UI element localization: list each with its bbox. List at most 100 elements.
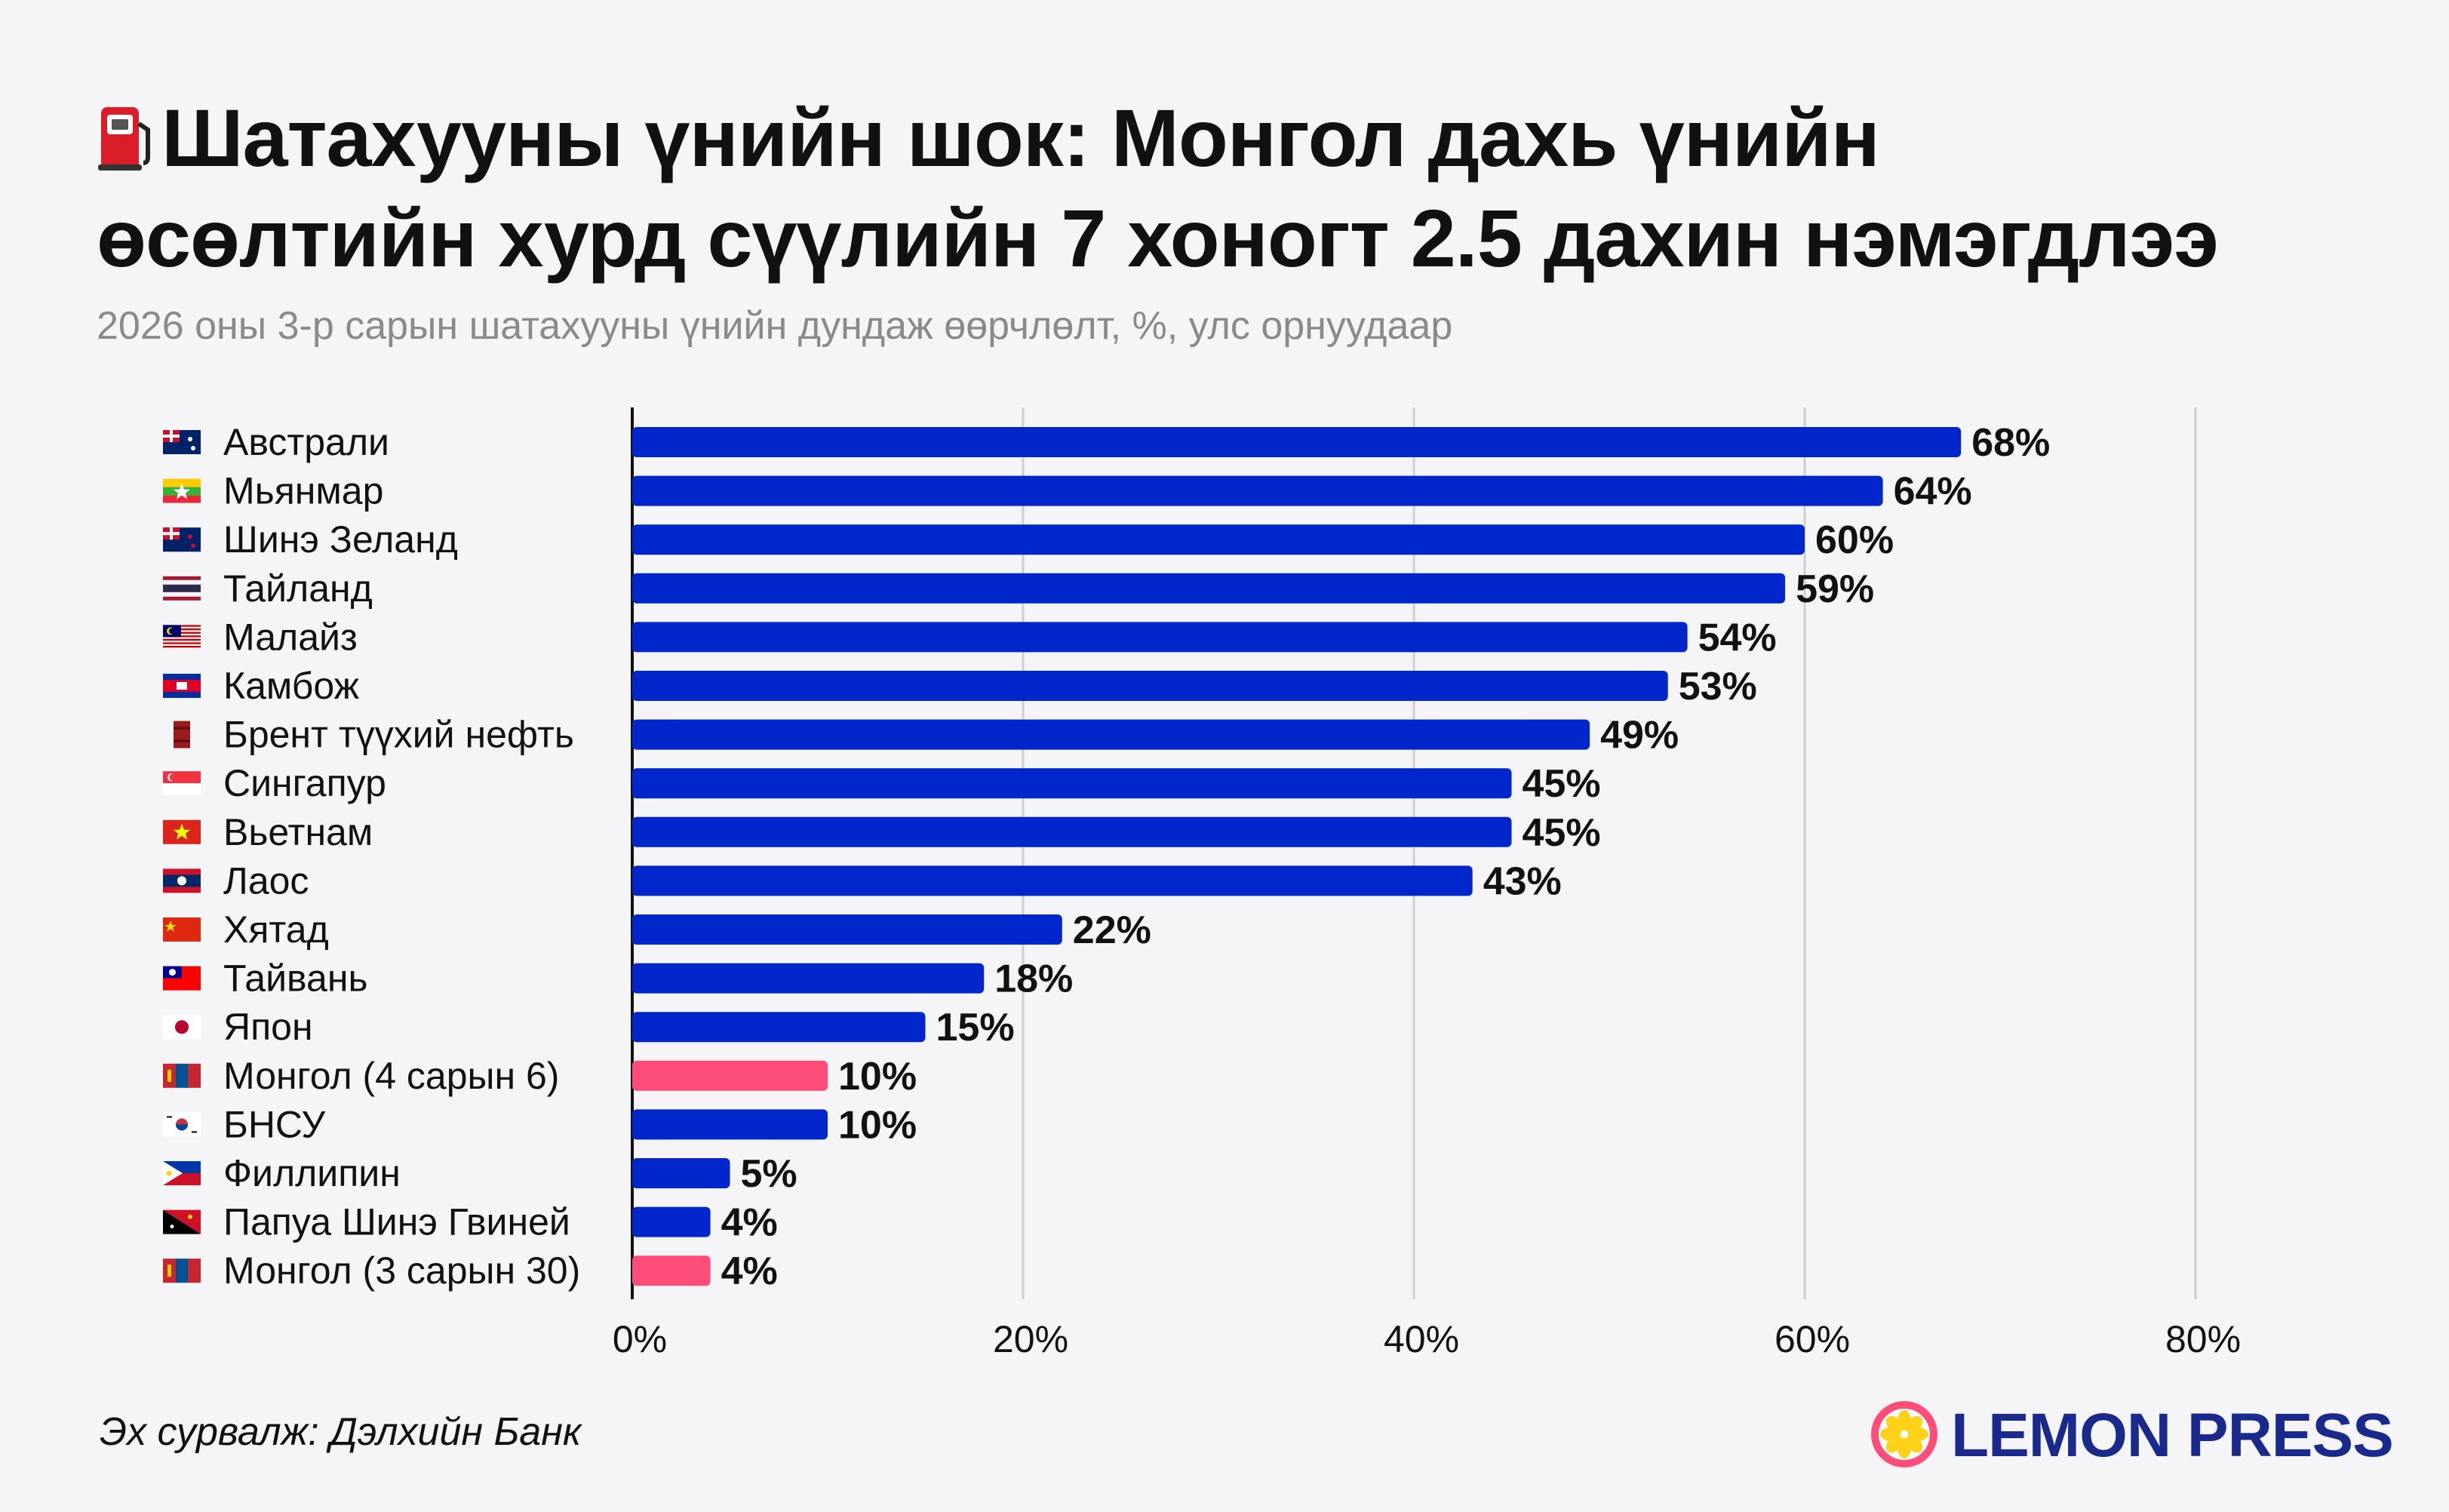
bar-value-label: 4%: [721, 1201, 778, 1245]
fuel-pump-icon: [97, 97, 155, 191]
flag-crescent-cut: [169, 773, 177, 781]
category-label: Япон: [223, 1006, 313, 1048]
brand-name: LEMON PRESS: [1951, 1401, 2394, 1470]
x-tick-label: 60%: [1775, 1318, 1850, 1360]
bar: [632, 1109, 828, 1140]
bar-value-label: 22%: [1073, 908, 1151, 952]
flag-bird: [188, 1214, 192, 1219]
category-label: Мьянмар: [223, 470, 383, 512]
flag-star: [174, 483, 190, 499]
category-label: Австрали: [223, 421, 389, 463]
flag-cross: [163, 532, 180, 536]
bar: [632, 1158, 730, 1188]
flag-soyombo: [167, 1265, 171, 1277]
flag-star: [188, 437, 192, 441]
flag-star: [188, 534, 192, 539]
flag-stripe: [163, 783, 201, 796]
flag-crescent-cut: [169, 628, 175, 635]
bar-value-label: 15%: [936, 1006, 1015, 1049]
flag-mongolia-icon: [163, 1258, 201, 1283]
category-label: Хятад: [223, 908, 329, 951]
flag-stripe: [163, 642, 201, 644]
bar: [632, 1060, 828, 1091]
bar-value-label: 53%: [1679, 665, 1757, 708]
flag-temple: [177, 682, 187, 690]
bar: [632, 524, 1805, 555]
bar-value-label: 45%: [1523, 811, 1601, 855]
flag-china-icon: [163, 917, 201, 942]
flag-taiwan-icon: [163, 966, 201, 991]
bar-value-label: 68%: [1971, 421, 2050, 465]
bar: [632, 719, 1590, 750]
chart-title: Шатахууны үнийн шок: Монгол дахь үнийн ө…: [97, 91, 2360, 285]
category-label: Шинэ Зеланд: [223, 518, 458, 561]
bar: [632, 963, 985, 994]
bar-value-label: 64%: [1894, 470, 1972, 514]
flag-new-zealand-icon: [163, 527, 201, 552]
bar: [632, 622, 1688, 653]
flag-disc: [175, 1020, 189, 1034]
flag-sun: [166, 1170, 172, 1176]
x-tick-label: 80%: [2165, 1318, 2241, 1360]
category-label: Тайланд: [223, 567, 373, 610]
bar: [632, 816, 1512, 847]
flag-papua-new-guinea-icon: [163, 1209, 201, 1234]
flag-stripe: [163, 584, 201, 592]
bar-value-label: 49%: [1600, 714, 1679, 758]
bar-value-label: 54%: [1698, 616, 1777, 659]
x-tick-label: 20%: [993, 1318, 1068, 1360]
flag-stripe: [163, 478, 201, 487]
bar-value-label: 43%: [1483, 859, 1562, 903]
flag-trigram: [167, 1116, 172, 1118]
lemon-logo-icon: [1868, 1398, 1940, 1474]
bar-value-label: 60%: [1815, 518, 1894, 562]
bar: [632, 768, 1512, 799]
flag-star: [191, 543, 195, 549]
barrel-hoop: [174, 727, 190, 730]
source-note: Эх сурвалж: Дэлхийн Банк: [100, 1410, 582, 1454]
flag-mongolia-icon: [163, 1063, 201, 1088]
flag-stripe: [163, 632, 201, 634]
bar-value-label: 18%: [994, 957, 1073, 1001]
flag-stripe: [163, 495, 201, 503]
flag-star: [164, 920, 177, 932]
flag-star: [174, 823, 190, 840]
flag-cross: [163, 435, 180, 438]
flag-stripe: [163, 625, 201, 627]
category-label: Тайвань: [223, 957, 368, 1000]
oil-barrel-icon: [174, 721, 190, 748]
flag-star: [170, 1225, 174, 1229]
bar: [632, 573, 1786, 604]
flag-stripe: [163, 628, 201, 631]
category-label: БНСУ: [223, 1103, 325, 1145]
flag-thailand-icon: [163, 576, 201, 601]
bar-value-label: 10%: [838, 1103, 917, 1147]
bar-value-label: 45%: [1523, 762, 1601, 806]
flag-trigram: [192, 1131, 197, 1133]
flag-soyombo: [167, 1069, 171, 1082]
x-tick-label: 0%: [613, 1318, 667, 1360]
flag-stripe: [163, 646, 201, 648]
bar-value-label: 5%: [741, 1152, 797, 1196]
flag-disc: [177, 876, 186, 886]
flag-stripe: [163, 638, 201, 641]
flag-malaysia-icon: [163, 625, 201, 648]
bar: [632, 1255, 711, 1286]
bar: [632, 427, 1962, 457]
flag-myanmar-icon: [163, 478, 201, 503]
category-label: Лаос: [223, 859, 309, 902]
flag-singapore-icon: [163, 771, 201, 796]
flag-australia-icon: [163, 430, 201, 454]
bar-value-label: 59%: [1796, 567, 1874, 611]
flag-south-korea-icon: [163, 1112, 201, 1137]
flag-vietnam-icon: [163, 819, 201, 844]
flag-stripe: [188, 1258, 201, 1283]
category-label: Филлипин: [223, 1152, 401, 1194]
flag-japan-icon: [163, 1015, 201, 1040]
category-label: Сингапур: [223, 762, 386, 804]
title-line-2: өсөлтийн хурд сүүлийн 7 хоногт 2.5 дахин…: [97, 192, 2219, 284]
bar: [632, 1012, 926, 1043]
category-label: Камбож: [223, 665, 360, 707]
flag-stripe: [188, 1063, 201, 1088]
bar-chart: 0% 20% 40% 60% 80% 68% Австрали 64% Мьянмар 60% Ши…: [163, 407, 2241, 1360]
